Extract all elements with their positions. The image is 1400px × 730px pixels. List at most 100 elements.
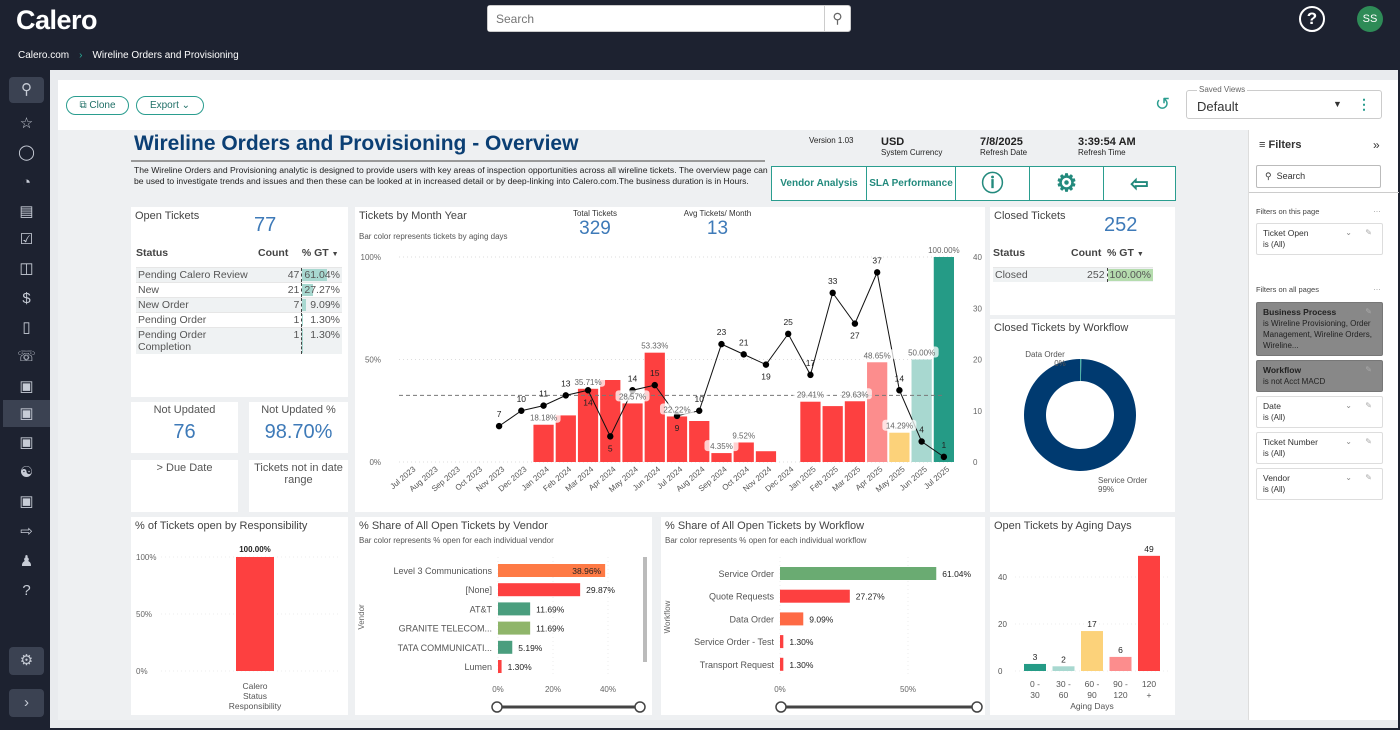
report-selected-icon[interactable]: ▣ — [3, 400, 50, 427]
expand-chevron-icon[interactable]: › — [9, 689, 44, 717]
bar-label: 6 — [1118, 645, 1123, 655]
more-options-icon[interactable]: ⋮ — [1357, 96, 1371, 112]
vendor-analysis-button[interactable]: Vendor Analysis — [771, 166, 867, 201]
filters-pane: ≡ Filters » ⚲ Search Filters on this pag… — [1248, 130, 1399, 720]
gear-icon[interactable]: ⚙ — [9, 647, 44, 675]
eraser-icon[interactable]: ✎ — [1365, 437, 1372, 446]
chevron-down-icon[interactable]: ⌄ — [1345, 365, 1352, 374]
chevron-down-icon[interactable]: ⌄ — [1345, 401, 1352, 410]
all-filters-list: Business Process is Wireline Provisioning… — [1256, 302, 1383, 500]
avatar[interactable]: SS — [1357, 6, 1383, 32]
users-icon[interactable]: ♟ — [19, 553, 34, 570]
scrollbar[interactable] — [643, 557, 647, 662]
more-icon[interactable]: … — [1373, 283, 1381, 292]
col-gt[interactable]: % GT ▼ — [301, 246, 339, 259]
point-label: 21 — [739, 337, 749, 347]
help-icon[interactable]: ? — [1299, 6, 1325, 32]
mobile-icon[interactable]: ▯ — [22, 319, 31, 336]
transfer-icon[interactable]: ⇨ — [20, 523, 33, 540]
table-row[interactable]: Closed 252 100.00% — [993, 266, 1153, 282]
gear-icon[interactable]: ⚙ — [1029, 166, 1104, 201]
clone-button[interactable]: ⧉ Clone — [66, 96, 129, 115]
workflow-share-panel: % Share of All Open Tickets by Workflow … — [661, 517, 985, 715]
report-icon[interactable]: ▣ — [19, 378, 34, 395]
caret-down-icon[interactable]: ▼ — [1333, 99, 1342, 109]
col-count[interactable]: Count — [258, 246, 289, 259]
line-point — [896, 387, 903, 394]
inbox-icon[interactable]: ◫ — [19, 260, 34, 277]
search-icon[interactable]: ⚲ — [9, 77, 44, 103]
collapse-filters-icon[interactable]: » — [1373, 138, 1380, 152]
eraser-icon[interactable]: ✎ — [1365, 401, 1372, 410]
y2-tick-label: 40 — [973, 253, 982, 262]
eraser-icon[interactable]: ✎ — [1365, 473, 1372, 482]
dollar-icon[interactable]: $ — [22, 290, 31, 307]
phone-icon[interactable]: ☏ — [17, 348, 36, 365]
table-row[interactable]: Pending Calero Review 47 61.04% — [136, 266, 342, 282]
open-tickets-panel: Open Tickets 77 Status Count % GT ▼ Pendin… — [131, 207, 348, 397]
export-button[interactable]: Export ⌄ — [136, 96, 204, 115]
eraser-icon[interactable]: ✎ — [1365, 307, 1372, 316]
table-row[interactable]: New 21 27.27% — [136, 281, 342, 297]
filter-card[interactable]: Ticket Number is (All) ⌄ ✎ — [1256, 432, 1383, 464]
bar-label: 29.87% — [586, 585, 615, 595]
bar — [1052, 666, 1075, 671]
report-icon[interactable]: ▣ — [19, 434, 34, 451]
slider-handle — [775, 701, 787, 713]
filter-card[interactable]: Business Process is Wireline Provisioning… — [1256, 302, 1383, 356]
y2-tick-label: 20 — [973, 356, 982, 365]
bar — [800, 401, 821, 462]
eraser-icon[interactable]: ✎ — [1365, 365, 1372, 374]
bar-label: 53.33% — [641, 342, 668, 351]
global-search[interactable]: ⚲ — [487, 5, 851, 32]
back-arrow-icon[interactable]: ⇦ — [1103, 166, 1176, 201]
table-row[interactable]: Pending Order 1 1.30% — [136, 311, 342, 327]
x-tick-label: 30 — [1030, 690, 1040, 700]
report-icon[interactable]: ▣ — [19, 493, 34, 510]
bar-label-bg — [882, 419, 917, 431]
bar-label: 2 — [1061, 654, 1066, 664]
bar-label: 9.52% — [732, 431, 755, 440]
analytics-chart-icon[interactable]: ▤ — [19, 203, 34, 220]
calero-logo[interactable]: Calero — [16, 5, 98, 35]
col-status[interactable]: Status — [136, 246, 169, 259]
category-label: Lumen — [464, 662, 492, 672]
help-icon[interactable]: ⓘ — [955, 166, 1030, 201]
search-icon[interactable]: ⚲ — [824, 6, 850, 31]
filter-card[interactable]: Date is (All) ⌄ ✎ — [1256, 396, 1383, 428]
filter-card[interactable]: Ticket Open is (All) ⌄ ✎ — [1256, 223, 1383, 255]
filter-card[interactable]: Workflow is not Acct MACD ⌄ ✎ — [1256, 360, 1383, 392]
not-updated-card: Not Updated 76 — [131, 402, 238, 453]
network-icon[interactable]: ☯ — [19, 464, 34, 481]
chevron-down-icon[interactable]: ⌄ — [1345, 437, 1352, 446]
filter-card[interactable]: Vendor is (All) ⌄ ✎ — [1256, 468, 1383, 500]
filters-search-input[interactable]: ⚲ Search — [1256, 165, 1381, 188]
eraser-icon[interactable]: ✎ — [1365, 228, 1372, 237]
user-circle-icon[interactable]: ◯ — [18, 144, 35, 161]
bar — [498, 640, 513, 654]
breadcrumb-current: Wireline Orders and Provisioning — [92, 50, 239, 61]
search-input[interactable] — [488, 6, 818, 31]
bar — [780, 657, 784, 671]
bar-label: 61.04% — [942, 569, 971, 579]
table-row[interactable]: New Order 7 9.09% — [136, 296, 342, 312]
chevron-down-icon[interactable]: ⌄ — [1345, 228, 1352, 237]
more-icon[interactable]: … — [1373, 205, 1381, 214]
saved-views-dropdown[interactable]: Saved Views Default ▼ ⋮ — [1186, 85, 1382, 119]
reset-icon[interactable]: ↺ — [1155, 94, 1171, 114]
chevron-down-icon[interactable]: ⌄ — [1345, 473, 1352, 482]
bar — [780, 635, 784, 649]
bar-label-bg — [726, 429, 761, 441]
bar — [1109, 656, 1132, 671]
breadcrumb-home[interactable]: Calero.com — [18, 50, 70, 61]
line-point — [562, 392, 569, 399]
help-icon[interactable]: ? — [22, 582, 31, 599]
chevron-right-icon: › — [79, 50, 83, 61]
gauge-icon[interactable]: ◔ — [21, 174, 32, 191]
table-row[interactable]: Pending Order Completion 1 1.30% — [136, 326, 342, 354]
page-filters-list: Ticket Open is (All) ⌄ ✎ — [1256, 223, 1383, 255]
sla-performance-button[interactable]: SLA Performance — [866, 166, 956, 201]
chevron-down-icon[interactable]: ⌄ — [1345, 307, 1352, 316]
checklist-icon[interactable]: ☑ — [19, 231, 34, 248]
star-icon[interactable]: ☆ — [19, 115, 34, 132]
